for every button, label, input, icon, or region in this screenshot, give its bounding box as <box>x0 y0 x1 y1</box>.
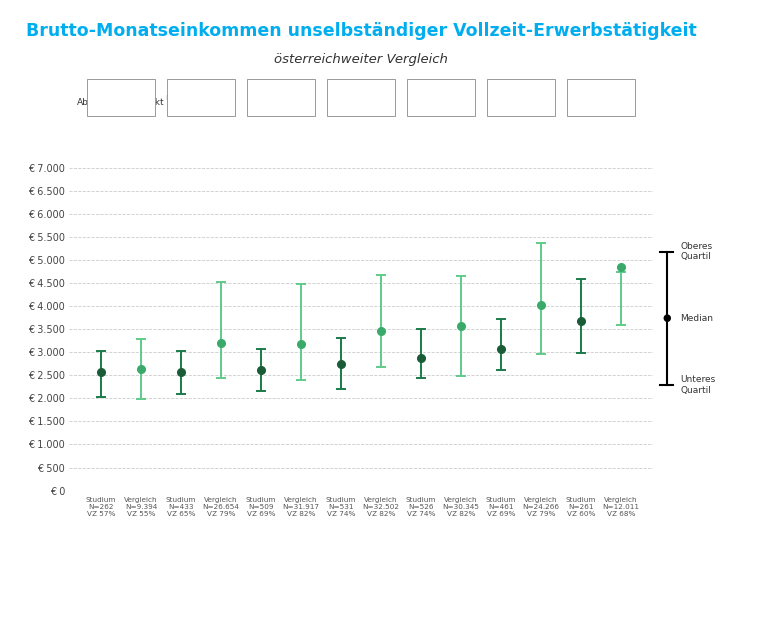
Text: nach 3 Jahren: nach 3 Jahren <box>410 93 472 102</box>
Text: ●: ● <box>662 313 671 324</box>
Text: Median: Median <box>680 314 713 323</box>
Text: Vergleich
N=32.502
VZ 82%: Vergleich N=32.502 VZ 82% <box>362 497 399 517</box>
Text: Vergleich
N=9.394
VZ 55%: Vergleich N=9.394 VZ 55% <box>124 497 158 517</box>
Text: Studium
N=433
VZ 65%: Studium N=433 VZ 65% <box>166 497 197 517</box>
Text: nach 10 Jahren: nach 10 Jahren <box>567 93 635 102</box>
Text: Oberes
Quartil: Oberes Quartil <box>680 242 713 261</box>
Text: Studium
N=262
VZ 57%: Studium N=262 VZ 57% <box>86 497 116 517</box>
Text: nach 0,5 Jahren: nach 0,5 Jahren <box>166 93 237 102</box>
Text: Studium
N=461
VZ 69%: Studium N=461 VZ 69% <box>485 497 516 517</box>
Text: Vergleich
N=24.266
VZ 79%: Vergleich N=24.266 VZ 79% <box>522 497 559 517</box>
Text: österreichweiter Vergleich: österreichweiter Vergleich <box>274 53 448 66</box>
Text: nach 2 Jahren: nach 2 Jahren <box>330 93 392 102</box>
Text: Vergleich
N=30.345
VZ 82%: Vergleich N=30.345 VZ 82% <box>442 497 479 517</box>
Text: Studium
N=509
VZ 69%: Studium N=509 VZ 69% <box>246 497 276 517</box>
Text: Unteres
Quartil: Unteres Quartil <box>680 375 716 395</box>
Text: Studium
N=261
VZ 60%: Studium N=261 VZ 60% <box>566 497 596 517</box>
Text: Vergleich
N=31.917
VZ 82%: Vergleich N=31.917 VZ 82% <box>283 497 319 517</box>
Text: Studium
N=526
VZ 74%: Studium N=526 VZ 74% <box>406 497 436 517</box>
Text: nach 1 Jahr: nach 1 Jahr <box>256 93 306 102</box>
Text: Vergleich
N=26.654
VZ 79%: Vergleich N=26.654 VZ 79% <box>203 497 240 517</box>
Text: Vergleich
N=12.011
VZ 68%: Vergleich N=12.011 VZ 68% <box>602 497 639 517</box>
Text: zum
Abschlusszeitpunkt: zum Abschlusszeitpunkt <box>78 88 165 107</box>
Text: nach 5 Jahren: nach 5 Jahren <box>490 93 552 102</box>
Text: Studium
N=531
VZ 74%: Studium N=531 VZ 74% <box>326 497 356 517</box>
Text: Brutto-Monatseinkommen unselbständiger Vollzeit-Erwerbstätigkeit: Brutto-Monatseinkommen unselbständiger V… <box>25 22 697 40</box>
